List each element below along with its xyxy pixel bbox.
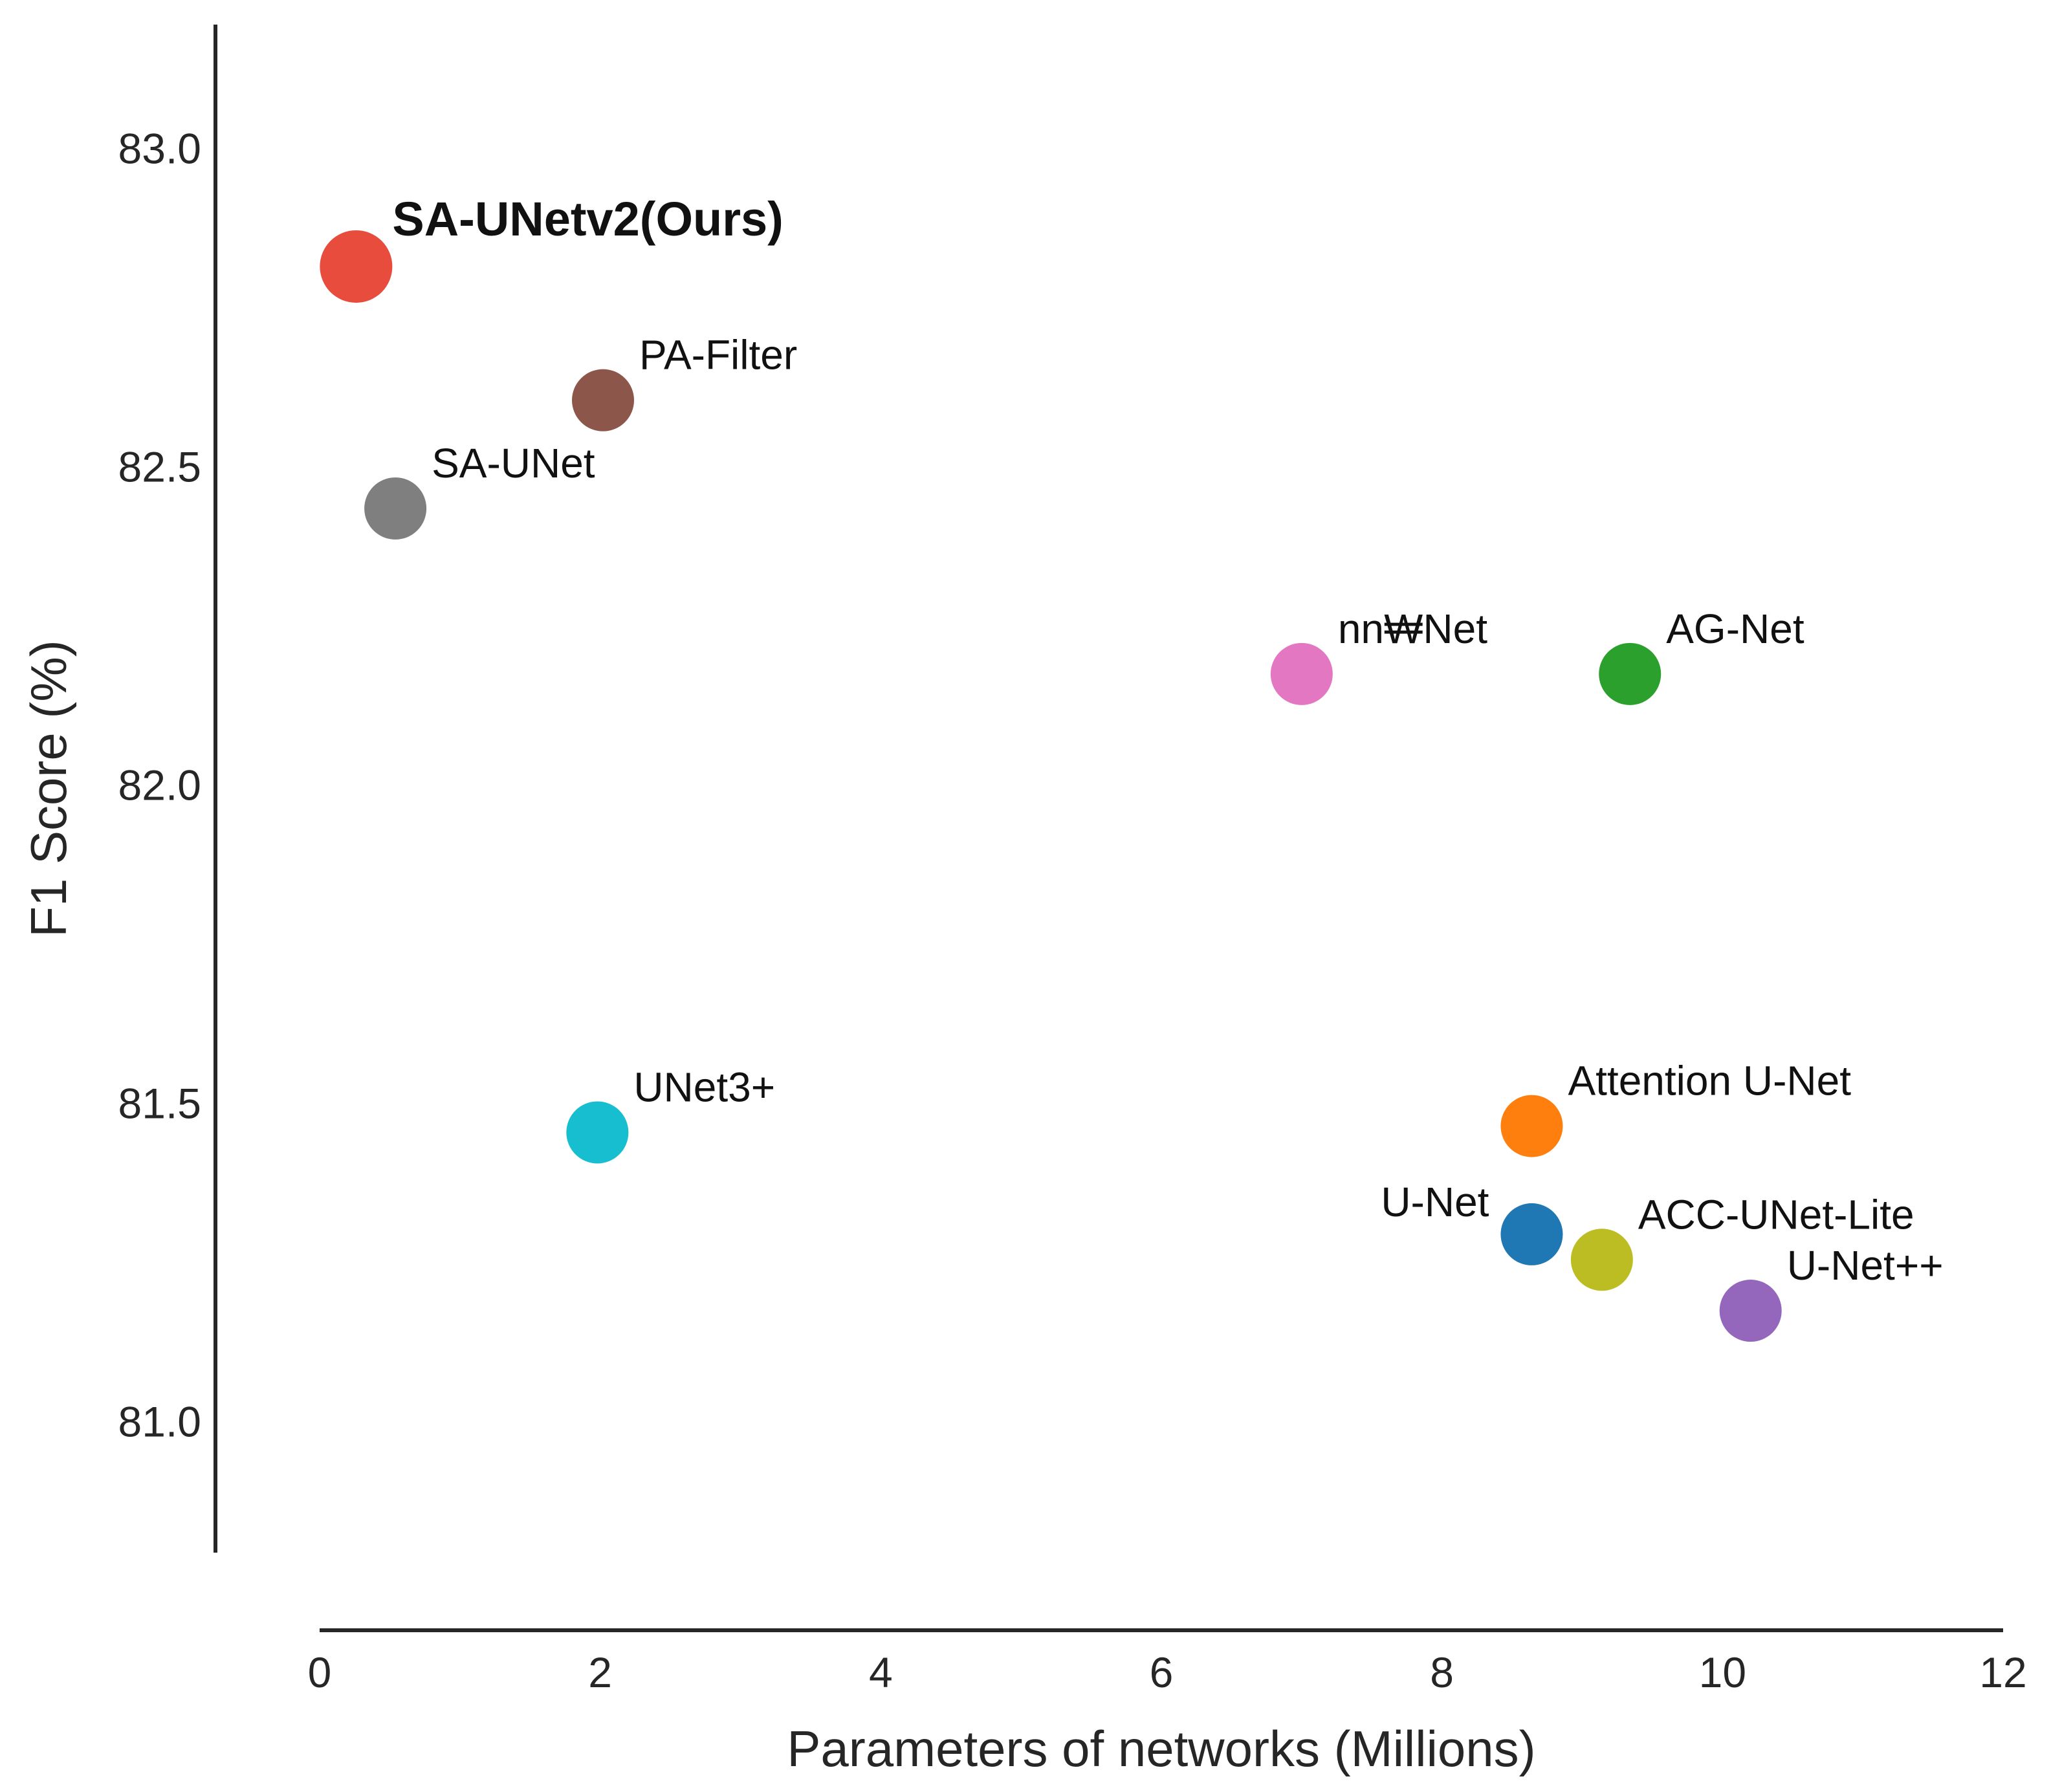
data-point <box>1599 642 1662 705</box>
point-label: AG-Net <box>1666 606 1804 652</box>
point-label: PA-Filter <box>639 332 797 378</box>
data-point <box>1500 1203 1563 1265</box>
data-point <box>572 369 635 432</box>
x-axis-title: Parameters of networks (Millions) <box>787 1720 1535 1777</box>
point-label: SA-UNetv2(Ours) <box>392 192 783 246</box>
point-labels: SA-UNetv2(Ours) PA-Filter SA-UNet nn₩Net AG-… <box>392 192 1943 1289</box>
point-label: nn₩Net <box>1338 606 1487 652</box>
data-point <box>1719 1280 1782 1342</box>
y-axis-title: F1 Score (%) <box>20 640 77 937</box>
data-point <box>1570 1229 1633 1291</box>
point-label: ACC-UNet-Lite <box>1638 1191 1914 1238</box>
data-point <box>1270 642 1333 705</box>
data-point <box>320 230 393 303</box>
data-points <box>320 230 1782 1342</box>
y-tick-label: 81.0 <box>118 1398 201 1446</box>
x-axis: 0 2 4 6 8 10 12 <box>308 1628 2027 1696</box>
point-label: SA-UNet <box>432 440 595 486</box>
x-tick-label: 6 <box>1150 1648 1174 1696</box>
data-point <box>566 1101 629 1164</box>
point-label: Attention U-Net <box>1568 1058 1851 1104</box>
x-tick-label: 8 <box>1430 1648 1454 1696</box>
y-axis: 81.0 81.5 82.0 82.5 83.0 <box>118 25 217 1553</box>
x-tick-label: 10 <box>1699 1648 1746 1696</box>
y-tick-label: 81.5 <box>118 1080 201 1128</box>
x-tick-label: 12 <box>1979 1648 2026 1696</box>
point-label: UNet3+ <box>633 1064 775 1110</box>
y-tick-label: 82.0 <box>118 761 201 809</box>
point-label: U-Net <box>1381 1179 1489 1225</box>
point-label: U-Net++ <box>1787 1242 1944 1289</box>
x-tick-label: 4 <box>869 1648 893 1696</box>
data-point <box>364 477 427 540</box>
x-tick-label: 0 <box>308 1648 332 1696</box>
y-tick-label: 82.5 <box>118 443 201 490</box>
y-tick-label: 83.0 <box>118 124 201 172</box>
x-tick-label: 2 <box>588 1648 612 1696</box>
data-point <box>1500 1095 1563 1157</box>
